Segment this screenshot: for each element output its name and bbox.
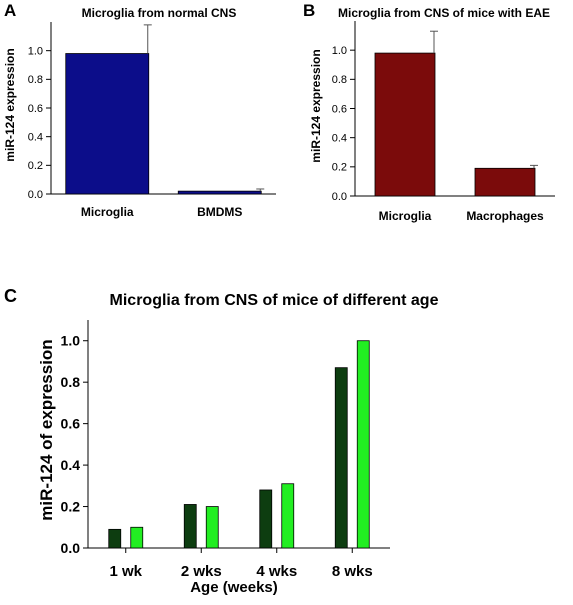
- panel-a-y-tick-label: 0.6: [28, 103, 43, 115]
- panel-c-y-axis-label: miR-124 of expression: [37, 339, 56, 520]
- panel-a-y-axis-label: miR-124 expression: [3, 48, 17, 161]
- panel-c-label: C: [4, 286, 17, 306]
- panel-a-y-tick-label: 0.2: [28, 160, 43, 172]
- panel-c-bar-series2: [356, 340, 370, 549]
- panel-a-y-tick-label: 1.0: [28, 46, 43, 58]
- panel-b-category-label: Macrophages: [466, 209, 544, 223]
- panel-a-bar: [65, 53, 150, 195]
- panel-c-y-tick-label: 0.0: [61, 540, 81, 556]
- panel-b-marks: 0.0 0.2 0.4 0.6 0.8 1.0 Microglia Macrophages: [332, 21, 555, 223]
- panel-a-bar: [177, 190, 262, 195]
- panel-a-y-tick-label: 0.0: [28, 189, 43, 201]
- panel-c-title: Microglia from CNS of mice of different …: [110, 292, 439, 309]
- panel-a-title: Microglia from normal CNS: [82, 6, 237, 20]
- panel-c-category-label: 8 wks: [332, 563, 373, 580]
- panel-b: B Microglia from CNS of mice with EAE mi…: [303, 1, 555, 223]
- panel-c-x-axis-label: Age (weeks): [190, 579, 278, 596]
- panel-b-y-axis-label: miR-124 expression: [309, 49, 323, 162]
- panel-c: C Microglia from CNS of mice of differen…: [4, 286, 439, 596]
- panel-b-bar: [374, 52, 436, 197]
- panel-c-category-label: 4 wks: [256, 563, 297, 580]
- panel-a-category-label: BMDMS: [197, 205, 242, 219]
- panel-a-y-tick-label: 0.8: [28, 74, 43, 86]
- panel-c-y-tick-label: 0.4: [61, 457, 81, 473]
- panel-b-y-tick-label: 0.4: [332, 133, 347, 145]
- panel-a: A Microglia from normal CNS miR-124 expr…: [3, 1, 276, 219]
- panel-b-y-tick-label: 0.8: [332, 74, 347, 86]
- panel-c-y-tick-label: 0.2: [61, 498, 81, 514]
- panel-c-y-tick-label: 0.6: [61, 416, 81, 432]
- panel-c-y-tick-label: 0.8: [61, 374, 81, 390]
- panel-c-bar-series1: [334, 367, 348, 549]
- panel-b-bar: [474, 167, 536, 197]
- panel-b-y-tick-label: 1.0: [332, 45, 347, 57]
- panel-b-y-tick-label: 0.6: [332, 103, 347, 115]
- panel-a-marks: 0.0 0.2 0.4 0.6 0.8 1.0 Microglia BMDMS: [28, 22, 276, 219]
- panel-a-category-label: Microglia: [81, 205, 134, 219]
- panel-a-label: A: [4, 1, 16, 20]
- panel-c-marks: 0.0 0.2 0.4 0.6 0.8 1.0 1 wk 2 wks 4 wks 8 wks: [61, 320, 390, 580]
- panel-c-bar-series1: [259, 489, 273, 549]
- panel-c-category-label: 1 wk: [109, 563, 142, 580]
- panel-c-bar-series1: [183, 504, 197, 549]
- panel-c-bar-series2: [205, 506, 219, 549]
- panel-c-y-tick-label: 1.0: [61, 333, 81, 349]
- panel-a-y-tick-label: 0.4: [28, 132, 43, 144]
- panel-c-bar-series1: [108, 528, 122, 549]
- panel-b-category-label: Microglia: [379, 209, 432, 223]
- panel-b-title: Microglia from CNS of mice with EAE: [338, 6, 550, 20]
- panel-b-label: B: [303, 1, 315, 20]
- panel-c-bar-series2: [281, 483, 295, 549]
- panel-b-y-tick-label: 0.0: [332, 191, 347, 203]
- panel-b-y-tick-label: 0.2: [332, 162, 347, 174]
- panel-c-category-label: 2 wks: [181, 563, 222, 580]
- panel-c-bar-series2: [130, 526, 144, 549]
